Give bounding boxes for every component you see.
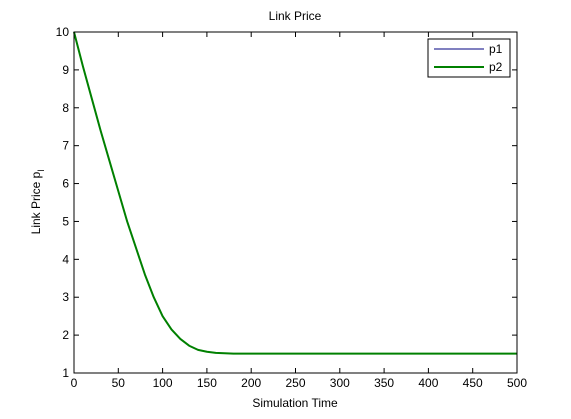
x-tick-label: 400: [418, 376, 438, 390]
x-tick-label: 250: [285, 376, 305, 390]
x-tick-label: 100: [153, 376, 173, 390]
y-tick-label: 5: [62, 214, 69, 228]
y-tick-label: 10: [56, 25, 70, 39]
x-tick-label: 450: [463, 376, 483, 390]
y-tick-label: 1: [62, 366, 69, 380]
y-tick-label: 4: [62, 252, 69, 266]
chart-title: Link Price: [269, 9, 322, 23]
x-axis-label: Simulation Time: [252, 396, 338, 410]
x-tick-label: 350: [374, 376, 394, 390]
legend-label-p2: p2: [489, 60, 503, 74]
y-tick-label: 9: [62, 63, 69, 77]
x-tick-label: 200: [241, 376, 261, 390]
y-tick-label: 8: [62, 101, 69, 115]
y-tick-label: 7: [62, 139, 69, 153]
y-axis-label-main: Link Price p: [29, 171, 43, 234]
y-axis-label-subscript: l: [36, 170, 46, 172]
y-tick-label: 2: [62, 328, 69, 342]
x-tick-label: 50: [112, 376, 126, 390]
y-tick-label: 6: [62, 177, 69, 191]
legend-label-p1: p1: [489, 42, 503, 56]
x-tick-label: 500: [507, 376, 527, 390]
x-tick-label: 150: [197, 376, 217, 390]
legend: p1 p2: [428, 39, 510, 77]
plot-area: [74, 32, 517, 373]
x-tick-label: 300: [330, 376, 350, 390]
y-tick-label: 3: [62, 290, 69, 304]
x-tick-label: 0: [71, 376, 78, 390]
